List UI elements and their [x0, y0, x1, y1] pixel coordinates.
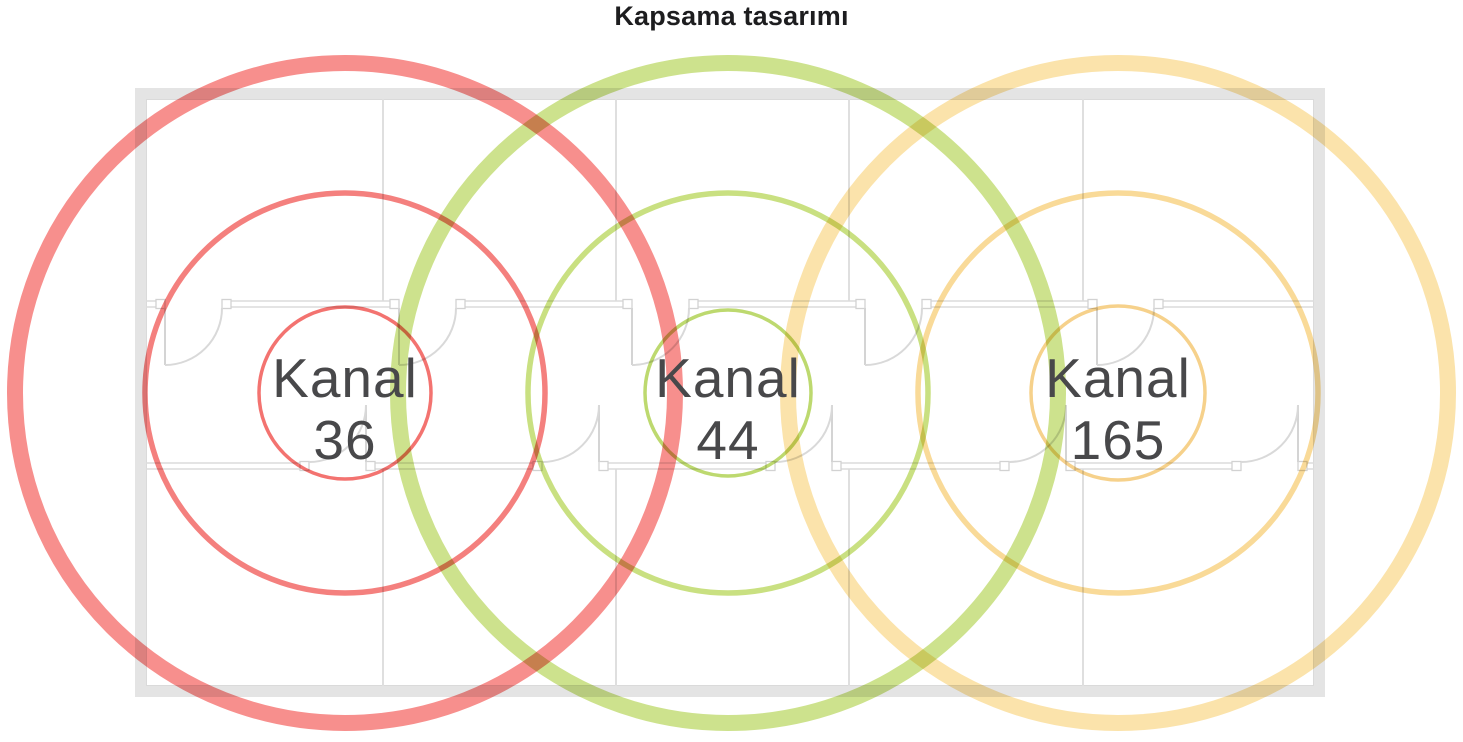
- door-jamb: [1231, 460, 1242, 472]
- channel-44-label: Kanal: [655, 347, 801, 409]
- door-jamb: [598, 460, 609, 472]
- door-swing-arc: [1240, 404, 1299, 463]
- channel-165-number: 165: [1071, 409, 1166, 471]
- door-jamb: [622, 298, 633, 310]
- channel-44-outer-ring: [390, 55, 1066, 731]
- door-swing-arc: [1096, 307, 1155, 366]
- door-jamb: [921, 298, 932, 310]
- door-jamb: [389, 298, 400, 310]
- channel-165-rings: [780, 55, 1456, 731]
- page-title: Kapsama tasarımı: [614, 1, 849, 31]
- channel-36-inner-ring: [257, 305, 433, 481]
- door-swing-arc: [541, 404, 600, 463]
- door-jamb: [1153, 298, 1164, 310]
- door-jamb: [831, 460, 842, 472]
- channel-44-middle-ring: [525, 190, 931, 596]
- door-jamb: [365, 460, 376, 472]
- door-jamb: [688, 298, 699, 310]
- channel-44-number: 44: [696, 409, 759, 471]
- channel-44-rings: [390, 55, 1066, 731]
- channel-165-middle-ring: [915, 190, 1321, 596]
- channel-165-inner-ring: [1029, 304, 1207, 482]
- door-swing-arc: [774, 404, 833, 463]
- channel-36-middle-ring: [142, 190, 548, 596]
- channel-36-outer-ring: [7, 55, 683, 731]
- door-swing-arc: [864, 307, 923, 366]
- door-jamb: [221, 298, 232, 310]
- door-jamb: [999, 460, 1010, 472]
- channel-labels: Kanal 36 Kanal 44 Kanal 165: [272, 347, 1191, 471]
- channel-36-label: Kanal: [272, 347, 418, 409]
- channel-36-number: 36: [313, 409, 376, 471]
- door-swing-arc: [398, 307, 457, 366]
- channel-44-inner-ring: [643, 308, 813, 478]
- channel-165-outer-ring: [780, 55, 1456, 731]
- door-swing-arc: [164, 307, 223, 366]
- coverage-rings: [7, 55, 1456, 731]
- door-jamb: [855, 298, 866, 310]
- door-jamb: [455, 298, 466, 310]
- channel-36-rings: [7, 55, 683, 731]
- door-swing-arc: [308, 404, 367, 463]
- channel-165-label: Kanal: [1045, 347, 1191, 409]
